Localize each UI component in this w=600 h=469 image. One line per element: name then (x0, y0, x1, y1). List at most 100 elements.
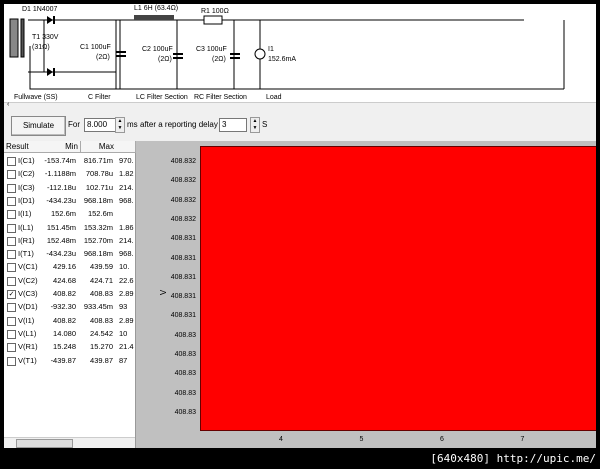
row-checkbox[interactable] (7, 236, 16, 246)
watermark: [640x480] http://upic.me/ (430, 452, 596, 465)
c2-label: C2 100uF (142, 46, 173, 53)
y-tick-label: 408.831 (170, 254, 196, 262)
series-fill-vc3 (200, 146, 596, 431)
row-max: 816.71m (83, 156, 113, 165)
y-tick-label: 408.831 (170, 293, 196, 301)
row-extra: 2.89 (119, 315, 134, 325)
table-row[interactable]: V(C1) 429.16 439.59 10. (4, 260, 135, 273)
row-min: 429.16 (53, 262, 76, 272)
row-max: 153.32m (83, 222, 113, 232)
plot-area: V 408.832 408.832 408.832 408.832 408.831 408… (136, 141, 596, 448)
row-name: V(T1) (18, 355, 37, 365)
table-row[interactable]: I(C3) -112.18u 102.71u 214. (4, 181, 135, 194)
c3-label: C3 100uF (196, 46, 227, 53)
table-row[interactable]: I(L1) 151.45m 153.32m 1.86 (4, 221, 135, 234)
table-row[interactable]: I(D1) -434.23u 968.18m 968. (4, 194, 135, 207)
table-row[interactable]: I(C2) -1.1188m 708.78u 1.82 (4, 167, 135, 180)
row-checkbox[interactable]: ✓ (7, 290, 16, 299)
row-extra: 10. (119, 262, 130, 272)
i1-current: 152.6mA (268, 56, 297, 63)
section-rc-filter: RC Filter Section (194, 94, 247, 101)
header-extra[interactable] (116, 141, 136, 153)
row-name: I(C3) (18, 182, 35, 192)
delay-label: after a reporting delay of (140, 120, 227, 129)
row-min: -153.74m (44, 156, 76, 165)
row-checkbox[interactable] (7, 276, 16, 286)
simulate-button[interactable]: Simulate (11, 116, 66, 136)
table-row[interactable]: I(R1) 152.48m 152.70m 214. (4, 234, 135, 247)
row-max: 102.71u (85, 182, 113, 192)
y-tick-label: 408.832 (170, 177, 196, 185)
y-tick-label: 408.832 (170, 158, 196, 165)
row-checkbox[interactable] (7, 170, 16, 180)
table-row[interactable]: I(C1) -153.74m 816.71m 970. (4, 154, 135, 167)
row-checkbox[interactable] (7, 250, 16, 260)
row-extra: 21.4 (119, 342, 134, 352)
row-min: 151.45m (46, 222, 76, 232)
row-name: I(T1) (18, 249, 34, 259)
row-checkbox[interactable] (7, 263, 16, 273)
row-checkbox[interactable] (7, 183, 16, 193)
row-max: 708.78u (85, 169, 113, 179)
row-max: 933.45m (83, 302, 113, 312)
table-row[interactable]: I(I1) 152.6m 152.6m (4, 207, 135, 220)
y-tick-label: 408.83 (174, 408, 196, 416)
row-max: 424.71 (90, 275, 113, 285)
y-tick-label: 408.831 (170, 273, 196, 281)
row-extra: 968. (119, 249, 134, 259)
row-checkbox[interactable] (7, 210, 16, 220)
table-row[interactable]: V(D1) -932.30 933.45m 93 (4, 300, 135, 313)
row-min: -112.18u (46, 182, 76, 192)
scroll-thumb[interactable] (16, 439, 73, 448)
header-min[interactable]: Min (44, 141, 81, 153)
header-max[interactable]: Max (81, 141, 117, 153)
table-row[interactable]: I(T1) -434.23u 968.18m 968. (4, 247, 135, 260)
row-min: 14.080 (53, 328, 76, 338)
table-row[interactable]: V(T1) -439.87 439.87 87 (4, 354, 135, 367)
delay-input[interactable]: 3 (219, 118, 247, 132)
simulation-toolbar: Simulate For 8.000 ▲ ▼ ms after a reporti… (4, 111, 596, 142)
duration-spinner[interactable]: ▲ ▼ (115, 117, 125, 133)
row-max: 152.6m (87, 209, 113, 219)
row-extra: 970. (119, 156, 134, 165)
row-extra: 214. (119, 182, 134, 192)
row-checkbox[interactable] (7, 196, 16, 206)
header-result[interactable]: Result (4, 141, 45, 153)
row-max: 152.70m (83, 235, 113, 245)
row-name: V(R1) (18, 342, 38, 352)
row-min: 424.68 (53, 275, 76, 285)
row-extra: 22.6 (119, 275, 134, 285)
i1-label: I1 (268, 46, 274, 53)
row-extra: 968. (119, 195, 134, 205)
row-checkbox[interactable] (7, 356, 16, 366)
duration-input[interactable]: 8.000 (84, 118, 116, 132)
y-tick-label: 408.83 (174, 331, 196, 339)
scroll-left-icon[interactable]: ‹ (7, 101, 10, 108)
row-name: I(C2) (18, 169, 35, 179)
row-max: 408.83 (90, 315, 113, 325)
row-max: 439.87 (90, 355, 113, 365)
row-checkbox[interactable] (7, 343, 16, 353)
row-checkbox[interactable] (7, 303, 16, 313)
row-name: I(I1) (18, 209, 32, 219)
table-row[interactable]: V(C2) 424.68 424.71 22.6 (4, 274, 135, 287)
table-row[interactable]: ✓ V(C3) 408.82 408.83 2.89 (4, 287, 135, 300)
row-checkbox[interactable] (7, 316, 16, 326)
row-max: 968.18m (83, 249, 113, 259)
delay-spinner[interactable]: ▲ ▼ (250, 117, 260, 133)
t1-label: T1 330V (32, 34, 59, 41)
y-tick-label: 408.83 (174, 370, 196, 378)
table-row[interactable]: V(R1) 15.248 15.270 21.4 (4, 340, 135, 353)
y-tick-label: 408.832 (170, 196, 196, 204)
x-tick-label: 4 (279, 436, 283, 443)
ms-label: ms (127, 120, 138, 129)
row-name: V(C1) (18, 262, 38, 272)
x-tick-label: 7 (520, 436, 525, 443)
section-c-filter: C Filter (88, 94, 111, 101)
table-horizontal-scrollbar[interactable] (4, 437, 135, 448)
table-row[interactable]: V(L1) 14.080 24.542 10 (4, 327, 135, 340)
table-row[interactable]: V(I1) 408.82 408.83 2.89 (4, 314, 135, 327)
row-checkbox[interactable] (7, 223, 16, 233)
row-checkbox[interactable] (7, 329, 16, 339)
row-checkbox[interactable] (7, 157, 16, 166)
